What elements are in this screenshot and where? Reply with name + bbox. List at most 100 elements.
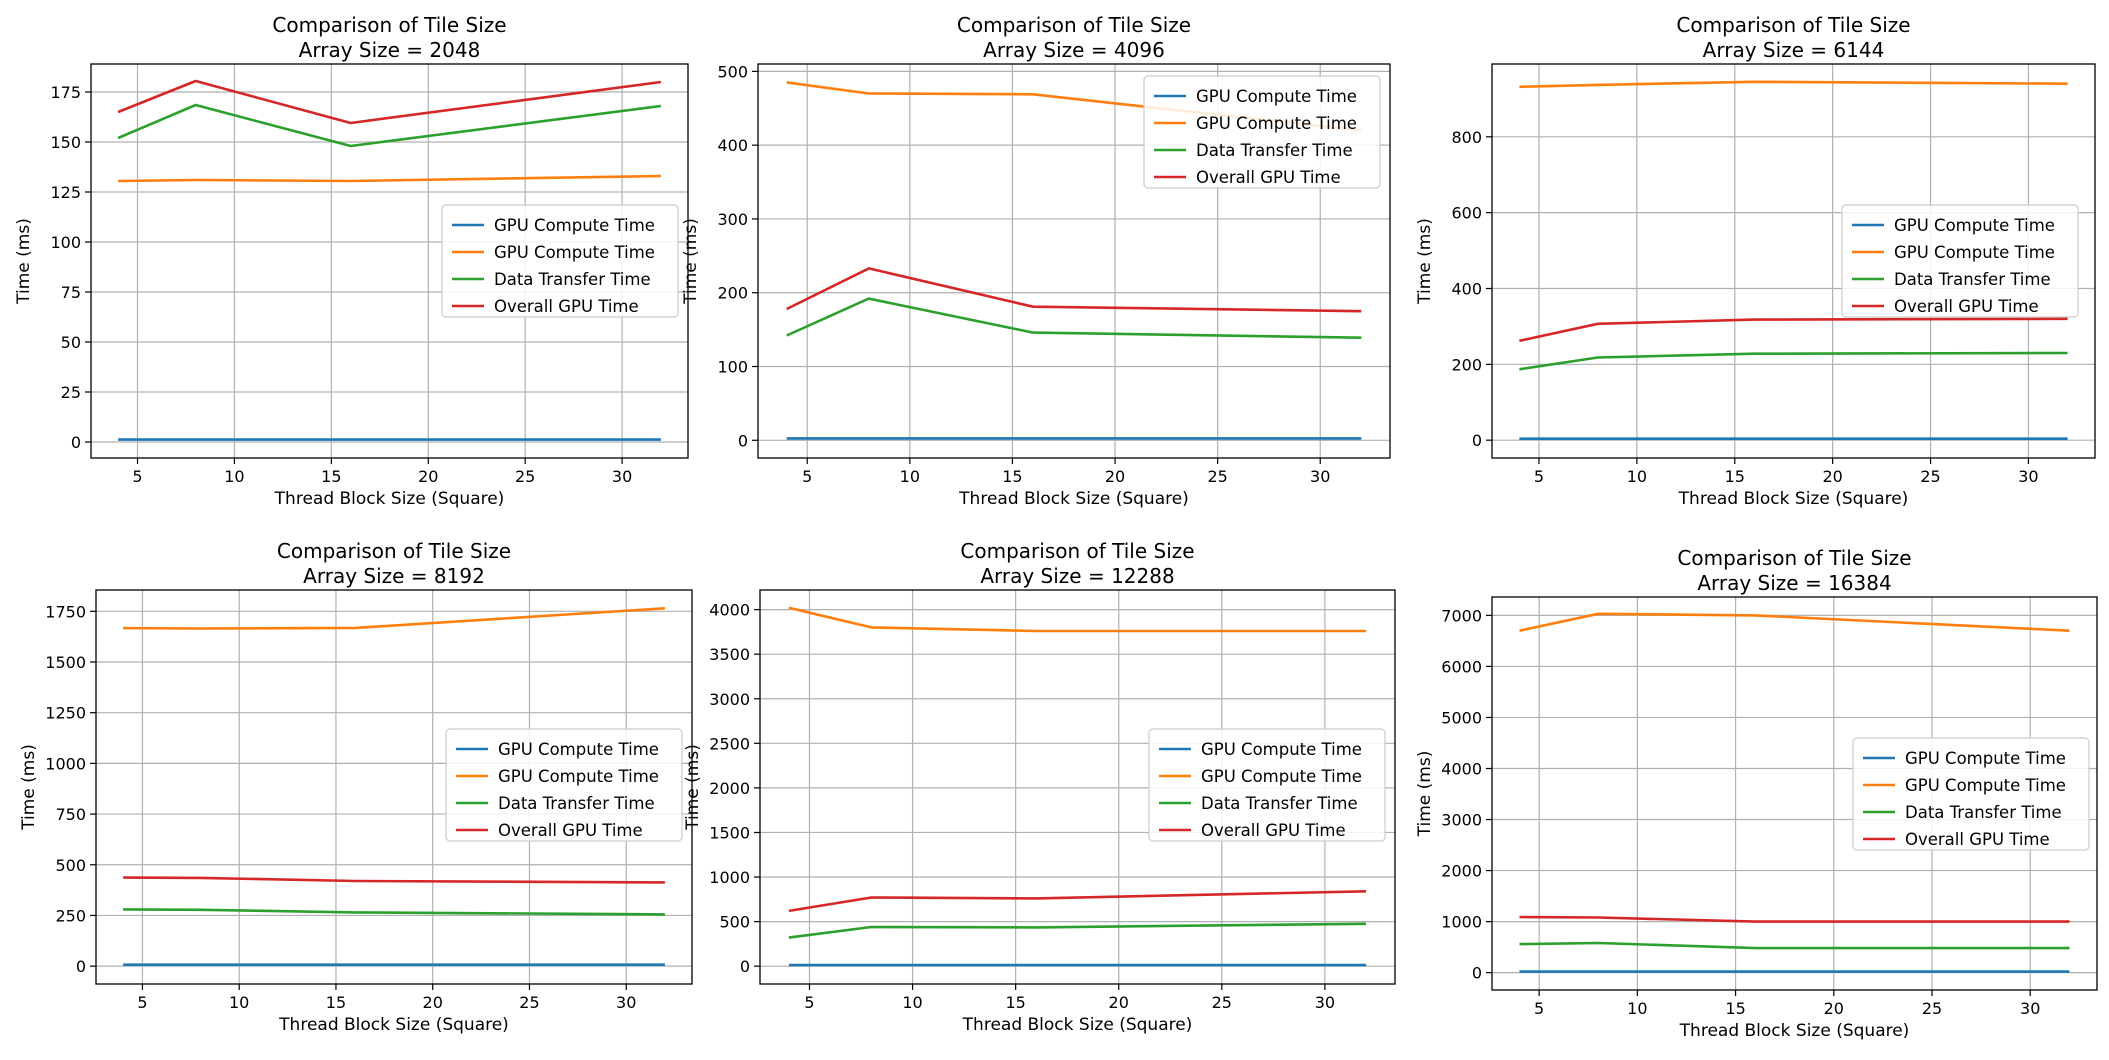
x-axis-label: Thread Block Size (Square) bbox=[962, 1015, 1193, 1035]
x-tick-label: 25 bbox=[1920, 467, 1940, 486]
legend-box bbox=[1148, 728, 1386, 842]
chart-1: 5 10 15 20 25 30 0 25 50 75 100 125 150 175 Comparison… bbox=[14, 13, 689, 509]
x-tick-label: 25 bbox=[1212, 993, 1232, 1012]
legend: GPU Compute Time GPU Compute Time Data Tra… bbox=[445, 728, 683, 842]
legend-box bbox=[1841, 204, 2079, 318]
legend-label: Data Transfer Time bbox=[494, 270, 651, 289]
y-tick-label: 500 bbox=[719, 913, 750, 932]
y-tick-label: 2500 bbox=[709, 734, 750, 753]
x-axis-label: Thread Block Size (Square) bbox=[958, 489, 1189, 509]
legend-label: Overall GPU Time bbox=[1196, 168, 1341, 187]
series-line-2 bbox=[1519, 612, 2070, 632]
legend-label: Overall GPU Time bbox=[498, 821, 643, 840]
y-tick-label: 1000 bbox=[1441, 913, 1482, 932]
legend-box bbox=[1852, 737, 2090, 851]
legend-box bbox=[445, 728, 683, 842]
chart-5: 5 10 15 20 25 30 0 500 1000 1500 2000 2500 3000 3500 4… bbox=[683, 539, 1396, 1035]
axes-frame bbox=[1491, 596, 2098, 991]
chart-subtitle: Array Size = 4096 bbox=[983, 38, 1165, 62]
x-tick-label: 5 bbox=[802, 467, 812, 486]
x-tick-label: 20 bbox=[1105, 467, 1125, 486]
series-line-4 bbox=[786, 267, 1362, 313]
y-tick-label: 2000 bbox=[709, 779, 750, 798]
x-tick-label: 30 bbox=[2020, 999, 2040, 1018]
series-line-3 bbox=[1519, 941, 2070, 950]
y-tick-label: 2000 bbox=[1441, 862, 1482, 881]
x-axis-label: Thread Block Size (Square) bbox=[274, 489, 505, 509]
series-line-4 bbox=[1519, 317, 2068, 343]
x-tick-label: 5 bbox=[804, 993, 814, 1012]
y-tick-label: 1000 bbox=[709, 868, 750, 887]
x-tick-label: 30 bbox=[1310, 467, 1330, 486]
legend-label: Overall GPU Time bbox=[1894, 297, 2039, 316]
y-tick-label: 3000 bbox=[1441, 811, 1482, 830]
legend-label: Overall GPU Time bbox=[1201, 821, 1346, 840]
legend-label: GPU Compute Time bbox=[494, 243, 655, 262]
series-line-3 bbox=[786, 297, 1362, 339]
legend-label: GPU Compute Time bbox=[1905, 776, 2066, 795]
y-tick-label: 1250 bbox=[45, 704, 86, 723]
legend-label: Data Transfer Time bbox=[1905, 803, 2062, 822]
y-tick-label: 150 bbox=[50, 133, 81, 152]
series-lines bbox=[788, 606, 1367, 967]
y-tick-label: 1750 bbox=[45, 602, 86, 621]
y-tick-label: 6000 bbox=[1441, 657, 1482, 676]
legend-label: GPU Compute Time bbox=[498, 767, 659, 786]
y-tick-label: 100 bbox=[717, 358, 748, 377]
y-tick-label: 7000 bbox=[1441, 606, 1482, 625]
legend-box bbox=[1143, 75, 1381, 189]
legend-label: GPU Compute Time bbox=[1201, 740, 1362, 759]
series-line-4 bbox=[123, 876, 665, 884]
legend: GPU Compute Time GPU Compute Time Data Tra… bbox=[1841, 204, 2079, 318]
x-tick-label: 20 bbox=[418, 467, 438, 486]
series-line-2 bbox=[1519, 80, 2068, 89]
axes-frame bbox=[757, 63, 1391, 459]
chart-6: 5 10 15 20 25 30 0 1000 2000 3000 4000 5000 6000 7000… bbox=[1415, 546, 2098, 1041]
chart-title: Comparison of Tile Size bbox=[277, 539, 511, 563]
y-tick-label: 3500 bbox=[709, 645, 750, 664]
legend: GPU Compute Time GPU Compute Time Data Tra… bbox=[1143, 75, 1381, 189]
series-line-2 bbox=[118, 174, 661, 183]
series-lines bbox=[1519, 612, 2070, 973]
x-tick-label: 5 bbox=[1534, 999, 1544, 1018]
y-tick-label: 4000 bbox=[1441, 759, 1482, 778]
chart-3: 5 10 15 20 25 30 0 200 400 600 800 Comparison of Ti… bbox=[1415, 13, 2096, 509]
y-tick-label: 0 bbox=[76, 957, 86, 976]
series-lines bbox=[123, 607, 665, 967]
y-tick-label: 175 bbox=[50, 83, 81, 102]
y-tick-label: 400 bbox=[717, 136, 748, 155]
y-tick-label: 0 bbox=[740, 957, 750, 976]
series-line-3 bbox=[123, 908, 665, 916]
y-tick-label: 0 bbox=[71, 433, 81, 452]
y-tick-label: 200 bbox=[1451, 355, 1482, 374]
series-lines bbox=[1519, 80, 2068, 441]
x-tick-label: 25 bbox=[1207, 467, 1227, 486]
y-tick-label: 250 bbox=[55, 906, 86, 925]
series-lines bbox=[786, 81, 1362, 440]
legend-label: GPU Compute Time bbox=[1894, 216, 2055, 235]
y-tick-label: 750 bbox=[55, 805, 86, 824]
chart-4: 5 10 15 20 25 30 0 250 500 750 1000 1250 1500 1750 Com… bbox=[19, 539, 693, 1035]
legend-label: Overall GPU Time bbox=[494, 297, 639, 316]
series-line-3 bbox=[1519, 351, 2068, 371]
legend-label: Data Transfer Time bbox=[1894, 270, 2051, 289]
legend-label: GPU Compute Time bbox=[1201, 767, 1362, 786]
y-tick-label: 50 bbox=[61, 333, 81, 352]
y-tick-label: 4000 bbox=[709, 601, 750, 620]
y-tick-label: 5000 bbox=[1441, 708, 1482, 727]
x-tick-label: 10 bbox=[1627, 999, 1647, 1018]
series-line-4 bbox=[117, 79, 662, 125]
x-tick-label: 25 bbox=[519, 993, 539, 1012]
axes-frame bbox=[759, 589, 1396, 985]
x-tick-label: 10 bbox=[902, 993, 922, 1012]
x-tick-label: 15 bbox=[1725, 999, 1745, 1018]
y-axis-label: Time (ms) bbox=[1415, 751, 1435, 838]
legend-label: GPU Compute Time bbox=[1894, 243, 2055, 262]
y-tick-label: 100 bbox=[50, 233, 81, 252]
axes-frame bbox=[1491, 63, 2096, 459]
y-tick-label: 1500 bbox=[709, 823, 750, 842]
series-line-2 bbox=[123, 607, 665, 630]
x-tick-label: 15 bbox=[326, 993, 346, 1012]
y-tick-label: 500 bbox=[55, 856, 86, 875]
y-tick-label: 75 bbox=[61, 283, 81, 302]
